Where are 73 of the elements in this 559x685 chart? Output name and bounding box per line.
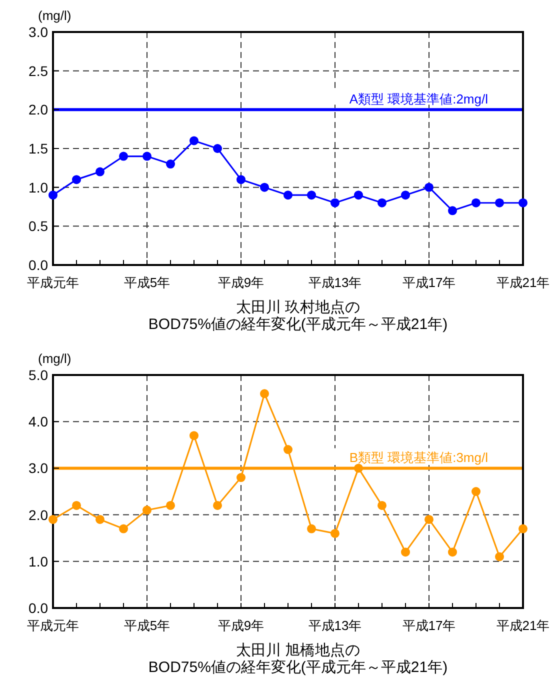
point — [119, 524, 128, 534]
point — [284, 445, 292, 454]
point — [96, 514, 104, 524]
y-tick-label: 1.5 — [28, 140, 48, 156]
point — [190, 136, 198, 146]
y-tick-label: 0.0 — [28, 257, 48, 273]
x-tick-label: 平成17年 — [402, 618, 456, 633]
y-tick-label: 3.0 — [28, 24, 48, 40]
point — [213, 500, 222, 510]
y-tick-label: 2.0 — [28, 102, 48, 118]
y-tick-label: 1.0 — [28, 553, 48, 570]
point — [166, 500, 175, 510]
point — [190, 431, 198, 440]
point — [260, 182, 269, 192]
text: 太田川 玖村地点の BOD75%値の経年変化(平成元年～平成21年) — [148, 299, 448, 333]
point — [472, 198, 480, 208]
point — [330, 198, 340, 208]
point — [307, 524, 316, 534]
point — [518, 198, 528, 208]
y-axis-title: (mg/l) — [38, 8, 72, 23]
point — [354, 464, 363, 473]
y-tick-label: 4.0 — [28, 414, 48, 430]
point — [142, 152, 152, 161]
point — [518, 524, 528, 534]
x-tick-label: 平成元年 — [27, 618, 79, 633]
point — [401, 548, 410, 557]
point — [378, 500, 386, 510]
ref-line-label: A類型 環境基準値:2mg/l — [349, 92, 488, 107]
point — [72, 500, 81, 510]
point — [495, 552, 504, 562]
point — [236, 175, 246, 184]
point — [119, 152, 128, 161]
x-tick-label: 平成9年 — [218, 618, 264, 633]
ref-line-label: B類型 環境基準値:3mg/l — [349, 450, 488, 466]
point — [424, 182, 434, 192]
point — [448, 206, 457, 216]
point — [236, 473, 246, 482]
point — [166, 160, 175, 169]
point — [96, 167, 104, 176]
x-tick-label: 平成元年 — [27, 275, 79, 290]
point — [48, 190, 58, 200]
point — [48, 514, 58, 524]
point — [424, 514, 434, 524]
point — [472, 487, 480, 496]
point — [284, 190, 292, 200]
point — [142, 506, 152, 515]
point — [448, 548, 457, 557]
y-tick-label: 0.0 — [28, 600, 48, 616]
y-tick-label: 2.5 — [28, 62, 48, 79]
x-tick-label: 平成5年 — [124, 275, 170, 290]
point — [378, 198, 386, 208]
x-tick-label: 平成13年 — [308, 275, 362, 290]
y-axis-title: (mg/l) — [38, 351, 72, 366]
point — [307, 190, 316, 200]
x-tick-label: 平成5年 — [124, 618, 170, 633]
x-tick-label: 平成21年 — [496, 275, 550, 290]
y-tick-label: 1.0 — [28, 179, 48, 196]
point — [354, 190, 363, 200]
x-tick-label: 平成13年 — [308, 618, 362, 633]
y-tick-label: 0.5 — [28, 218, 48, 234]
x-tick-label: 平成21年 — [496, 618, 550, 633]
point — [330, 528, 340, 538]
y-tick-label: 5.0 — [28, 367, 48, 383]
point — [401, 190, 410, 200]
point — [72, 175, 81, 184]
x-tick-label: 平成17年 — [402, 275, 456, 290]
x-tick-label: 平成9年 — [218, 275, 264, 290]
text: 太田川 旭橋地点の BOD75%値の経年変化(平成元年～平成21年) — [148, 642, 448, 676]
point — [495, 198, 504, 208]
point — [260, 389, 269, 398]
point — [213, 144, 222, 153]
y-tick-label: 3.0 — [28, 460, 48, 476]
y-tick-label: 2.0 — [28, 506, 48, 523]
